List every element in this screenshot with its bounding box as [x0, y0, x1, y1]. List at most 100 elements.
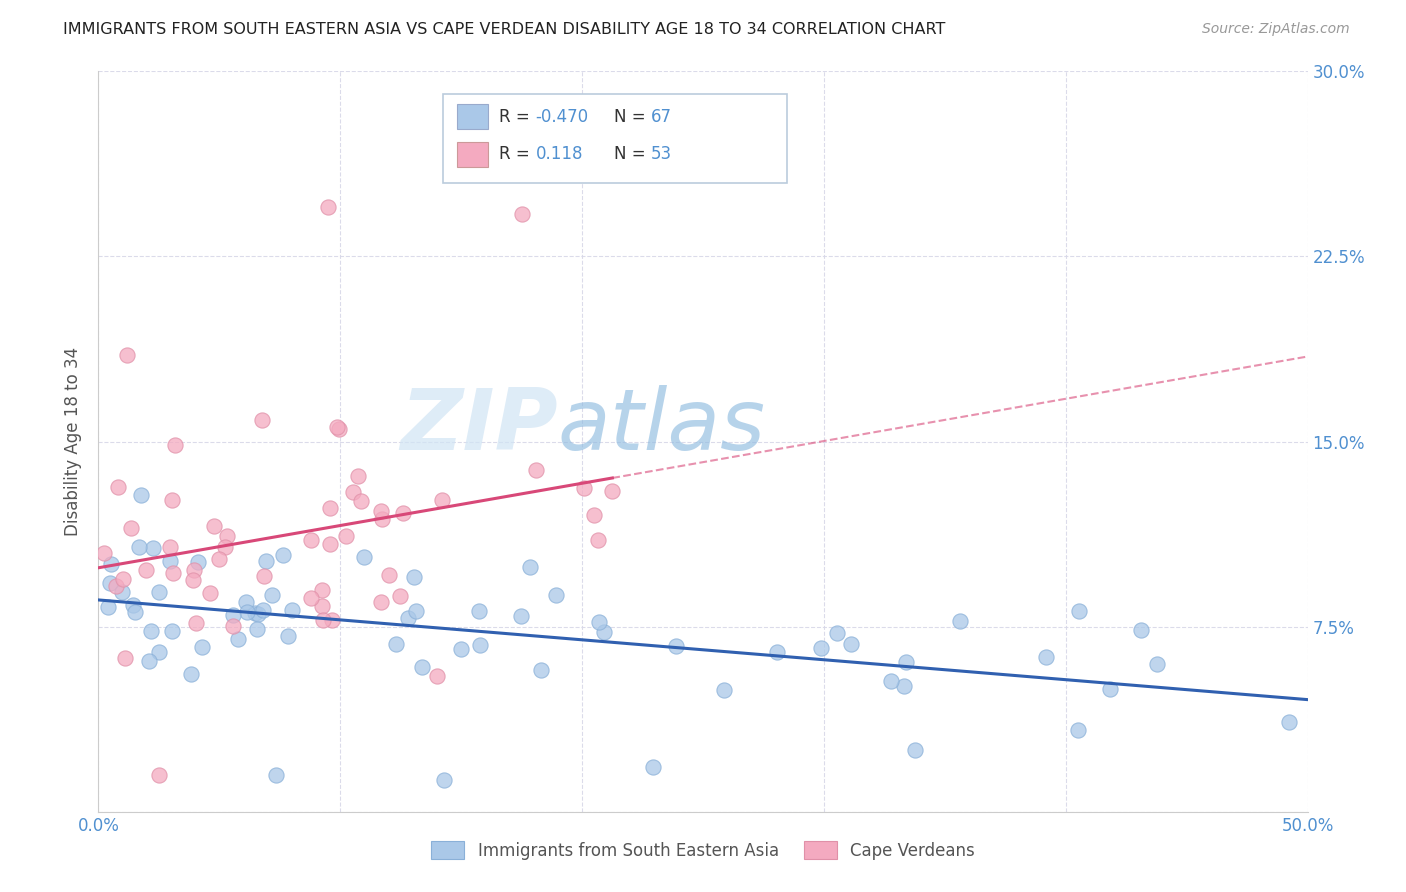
Point: [198, 586, 221, 600]
Point: [346, 468, 368, 483]
Point: [810, 641, 832, 656]
Point: [893, 679, 915, 693]
Point: [530, 663, 553, 677]
Point: [468, 638, 491, 652]
Point: [246, 607, 269, 622]
Text: IMMIGRANTS FROM SOUTH EASTERN ASIA VS CAPE VERDEAN DISABILITY AGE 18 TO 34 CORRE: IMMIGRANTS FROM SOUTH EASTERN ASIA VS CA…: [63, 22, 946, 37]
Point: [312, 613, 335, 627]
Point: [665, 639, 688, 653]
Point: [588, 615, 610, 629]
Point: [524, 463, 547, 477]
Point: [262, 588, 284, 602]
Point: [1130, 623, 1153, 637]
Point: [510, 207, 533, 221]
Point: [450, 641, 472, 656]
Point: [350, 494, 373, 508]
Point: [299, 533, 322, 547]
Point: [148, 585, 170, 599]
Point: [191, 640, 214, 654]
Point: [129, 488, 152, 502]
Point: [311, 583, 333, 598]
Point: [163, 438, 186, 452]
Point: [235, 595, 257, 609]
Point: [468, 604, 491, 618]
Point: [204, 519, 226, 533]
Point: [405, 604, 427, 618]
Point: [519, 559, 541, 574]
Point: [162, 566, 184, 580]
Text: 67: 67: [651, 108, 672, 126]
Point: [97, 599, 120, 614]
Point: [128, 540, 150, 554]
Point: [226, 632, 249, 646]
Point: [949, 615, 972, 629]
Point: [98, 575, 121, 590]
Point: [246, 622, 269, 636]
Point: [593, 625, 616, 640]
Point: [222, 607, 245, 622]
Point: [370, 595, 392, 609]
Point: [713, 683, 735, 698]
Point: [825, 626, 848, 640]
Point: [277, 629, 299, 643]
Text: R =: R =: [499, 145, 536, 163]
Text: 53: 53: [651, 145, 672, 163]
Point: [342, 485, 364, 500]
Point: [378, 568, 401, 582]
Point: [222, 619, 245, 633]
Point: [114, 651, 136, 665]
Point: [184, 615, 207, 630]
Text: Source: ZipAtlas.com: Source: ZipAtlas.com: [1202, 22, 1350, 37]
Point: [430, 493, 453, 508]
Point: [326, 420, 349, 434]
Point: [544, 588, 567, 602]
Point: [142, 541, 165, 555]
Point: [264, 767, 287, 781]
Point: [105, 579, 128, 593]
Point: [879, 673, 901, 688]
Point: [159, 554, 181, 568]
Point: [328, 422, 350, 436]
Point: [273, 549, 295, 563]
Point: [1098, 681, 1121, 696]
Point: [370, 504, 392, 518]
Point: [93, 546, 115, 560]
Legend: Immigrants from South Eastern Asia, Cape Verdeans: Immigrants from South Eastern Asia, Cape…: [425, 835, 981, 866]
Text: ZIP: ZIP: [401, 385, 558, 468]
Point: [318, 500, 340, 515]
Point: [148, 645, 170, 659]
Point: [582, 508, 605, 523]
Point: [335, 528, 357, 542]
Point: [107, 480, 129, 494]
Text: 0.118: 0.118: [536, 145, 583, 163]
Point: [208, 552, 231, 566]
Point: [214, 540, 236, 554]
Point: [1146, 657, 1168, 672]
Point: [181, 573, 204, 587]
Point: [388, 590, 411, 604]
Point: [159, 540, 181, 554]
Point: [588, 533, 610, 548]
Point: [353, 549, 375, 564]
Point: [112, 573, 135, 587]
Point: [111, 585, 134, 599]
Point: [404, 570, 426, 584]
Text: N =: N =: [614, 108, 651, 126]
Point: [253, 568, 276, 582]
Point: [433, 772, 456, 787]
Point: [894, 655, 917, 669]
Point: [641, 760, 664, 774]
Point: [134, 563, 156, 577]
Point: [250, 413, 273, 427]
Point: [124, 605, 146, 619]
Point: [602, 484, 624, 499]
Point: [904, 743, 927, 757]
Point: [141, 624, 163, 638]
Point: [138, 654, 160, 668]
Point: [160, 624, 183, 638]
Point: [187, 555, 209, 569]
Point: [1278, 714, 1301, 729]
Point: [841, 637, 863, 651]
Point: [117, 348, 139, 362]
Point: [243, 606, 266, 620]
